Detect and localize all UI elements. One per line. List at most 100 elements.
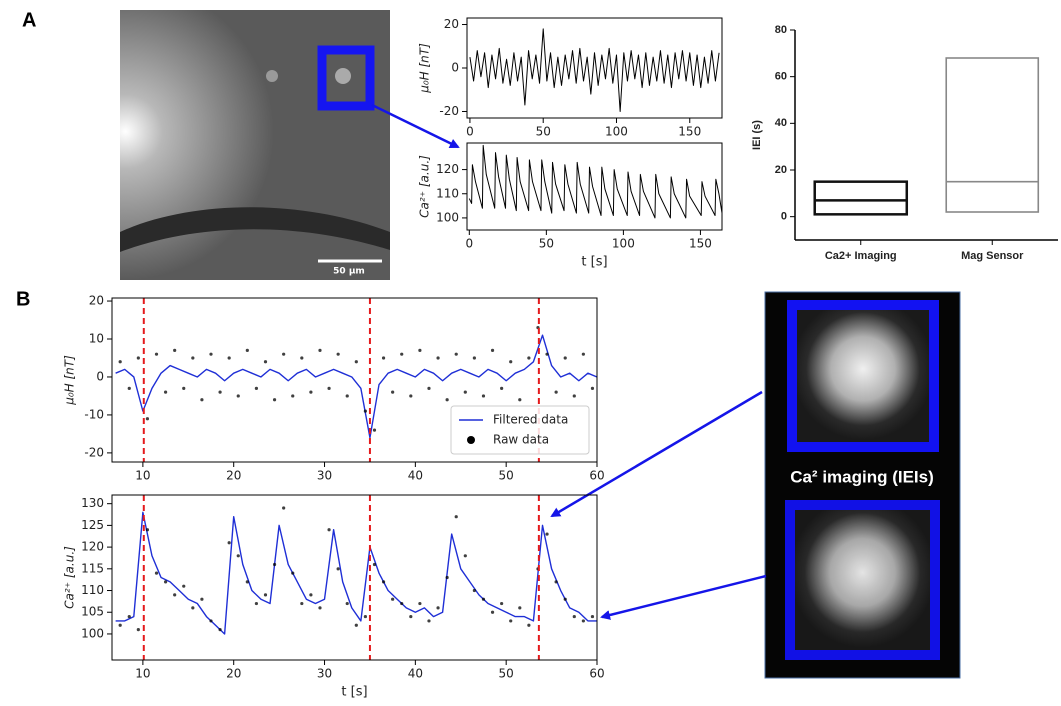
x-tick-label: 10 (135, 667, 150, 681)
raw-point (518, 398, 522, 402)
y-tick-label: 20 (89, 294, 104, 308)
y-axis-label: μ₀H [nT] (63, 355, 77, 406)
raw-point (245, 348, 249, 352)
raw-point (291, 571, 295, 575)
raw-point (481, 597, 486, 601)
raw-point (509, 619, 513, 623)
series-line (115, 334, 598, 439)
x-tick-label: 100 (612, 237, 635, 251)
raw-point (391, 597, 395, 601)
y-tick-label: 40 (775, 117, 787, 129)
raw-point (173, 348, 177, 352)
y-axis-label: μ₀H [nT] (418, 43, 432, 94)
raw-point (127, 386, 131, 390)
raw-point (472, 588, 476, 593)
raw-point (363, 614, 367, 619)
raw-point (282, 506, 286, 510)
x-tick-label: 20 (226, 469, 241, 483)
raw-point (436, 356, 440, 360)
raw-point (400, 352, 404, 356)
x-tick-label: 10 (135, 469, 150, 483)
raw-point (381, 580, 386, 584)
raw-point (282, 352, 286, 356)
raw-point (136, 356, 140, 360)
raw-point (300, 601, 304, 606)
y-tick-label: -20 (439, 104, 459, 118)
raw-point (354, 360, 358, 364)
x-tick-label: 150 (678, 125, 701, 139)
y-tick-label: 105 (81, 605, 104, 619)
plot-frame (111, 297, 598, 463)
raw-point (218, 628, 222, 632)
y-tick-label: -20 (84, 445, 104, 459)
raw-point (409, 614, 413, 619)
raw-point (345, 601, 349, 606)
raw-point (272, 398, 277, 402)
raw-point (200, 597, 204, 601)
raw-point (154, 352, 159, 356)
y-tick-label: 130 (81, 496, 104, 510)
x-tick-label: 0 (466, 125, 474, 139)
series-line (468, 144, 723, 219)
raw-point (563, 597, 567, 601)
legend-label: Raw data (493, 433, 549, 447)
raw-point (154, 571, 159, 575)
raw-point (345, 394, 349, 398)
arrow (371, 103, 460, 149)
raw-point (309, 390, 313, 394)
raw-point (200, 398, 204, 402)
y-tick-label: 0 (451, 61, 459, 75)
raw-point (481, 394, 486, 398)
y-tick-label: 100 (436, 210, 459, 224)
raw-point (391, 390, 395, 394)
y-tick-label: 0 (96, 369, 104, 383)
raw-point (581, 619, 585, 623)
raw-point (490, 348, 495, 352)
panel-label: A (22, 9, 36, 31)
box (813, 180, 909, 216)
raw-point (336, 352, 340, 356)
raw-point (218, 390, 222, 394)
raw-point (127, 614, 131, 619)
microscope-image: 50 µm (120, 10, 390, 280)
imaging-panel: Ca² imaging (IEIs) (764, 291, 961, 679)
raw-point (254, 601, 259, 606)
series-line (469, 28, 720, 112)
raw-point (336, 567, 340, 571)
x-tick-label: 40 (408, 667, 423, 681)
raw-point (327, 386, 331, 390)
x-tick-label: 50 (499, 667, 514, 681)
raw-point (463, 554, 467, 558)
raw-point (454, 352, 458, 356)
arrow (600, 574, 767, 620)
raw-point (163, 390, 168, 394)
series-line (115, 511, 597, 635)
raw-point (163, 580, 168, 584)
raw-point (136, 628, 140, 632)
raw-point (445, 398, 449, 402)
raw-point (427, 386, 431, 390)
raw-point (145, 528, 150, 532)
raw-point (236, 554, 240, 558)
raw-point (291, 394, 295, 398)
raw-point (300, 356, 304, 360)
y-tick-label: 20 (775, 164, 787, 176)
raw-point (400, 601, 404, 606)
raw-point (272, 562, 277, 567)
raw-point (182, 386, 186, 390)
y-axis-label: Ca²⁺ [a.u.] (63, 546, 77, 609)
raw-point (581, 352, 585, 356)
x-tick-label: 50 (539, 237, 554, 251)
raw-point (545, 352, 549, 356)
x-tick-label: 60 (589, 469, 604, 483)
raw-point (590, 614, 595, 619)
y-tick-label: 100 (81, 626, 104, 640)
panel-label: B (16, 288, 30, 310)
x-axis-label: t [s] (581, 255, 607, 270)
x-tick-label: 50 (536, 125, 551, 139)
raw-point (563, 356, 567, 360)
y-axis-label: Ca²⁺ [a.u.] (418, 155, 432, 218)
raw-point (572, 394, 576, 398)
x-tick-label: 100 (605, 125, 628, 139)
raw-point (263, 593, 268, 597)
